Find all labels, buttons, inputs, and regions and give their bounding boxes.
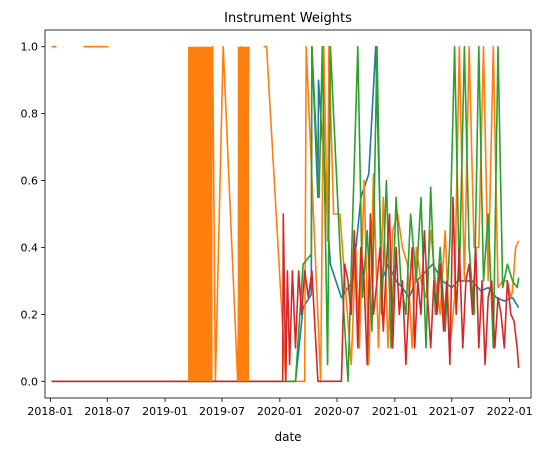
x-tick-label: 2019-01 <box>142 405 188 418</box>
series-2-dense-block <box>188 46 213 382</box>
plot-frame <box>44 29 532 399</box>
y-tick-label: 1.0 <box>21 41 39 54</box>
series-line-2 <box>51 45 520 383</box>
x-tick-label: 2018-07 <box>84 405 130 418</box>
x-axis: 2018-01 2018-07 2019-01 2019-07 2020-01 2020-… <box>27 398 533 418</box>
y-tick-label: 0.2 <box>21 308 39 321</box>
y-tick-label: 0.0 <box>21 375 39 388</box>
x-tick-label: 2018-01 <box>27 405 73 418</box>
x-tick-label: 2022-01 <box>487 405 533 418</box>
chart-title: Instrument Weights <box>224 11 352 26</box>
y-tick-label: 0.4 <box>21 241 39 254</box>
x-tick-label: 2019-07 <box>199 405 245 418</box>
x-tick-label: 2020-07 <box>314 405 360 418</box>
x-axis-label: date <box>274 430 301 444</box>
y-tick-label: 0.6 <box>21 175 39 188</box>
y-tick-label: 0.8 <box>21 108 39 121</box>
x-tick-label: 2020-01 <box>257 405 303 418</box>
series-layer <box>51 45 520 383</box>
series-line-4 <box>51 196 520 383</box>
series-2-dense-block <box>237 46 250 382</box>
series-line-3 <box>51 45 520 383</box>
x-tick-label: 2021-07 <box>429 405 475 418</box>
y-axis: 0.0 0.2 0.4 0.6 0.8 1.0 <box>21 41 45 388</box>
x-tick-label: 2021-01 <box>372 405 418 418</box>
